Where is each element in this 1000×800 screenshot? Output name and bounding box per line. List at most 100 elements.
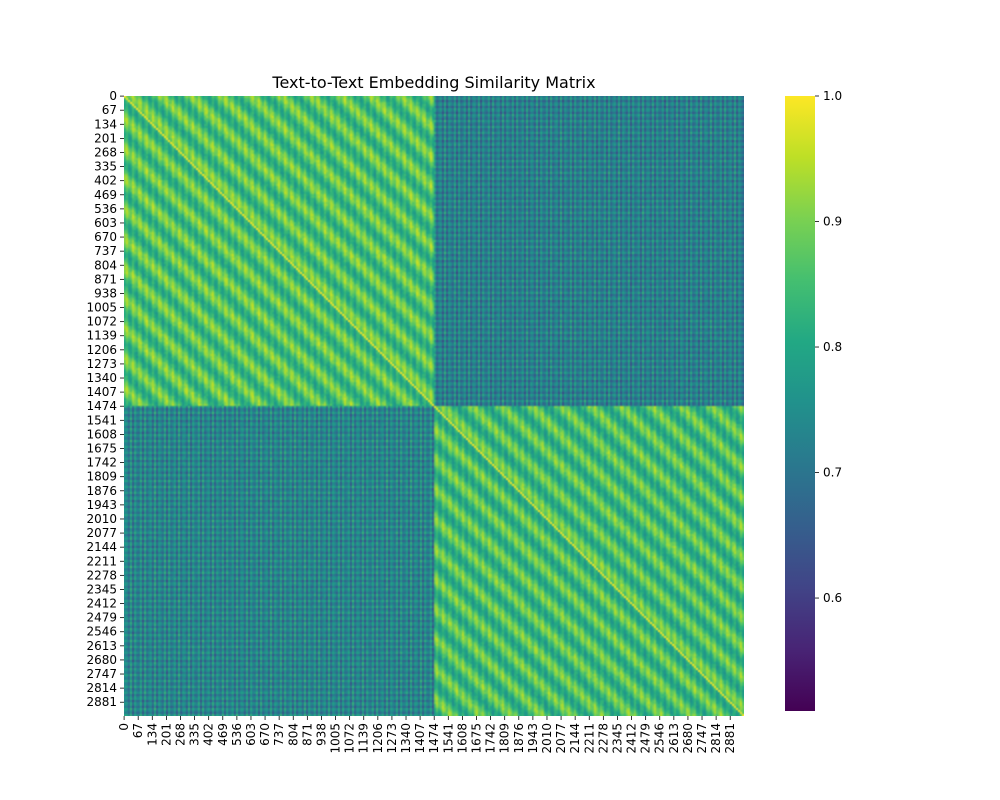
x-tick-label: 2881 (723, 723, 737, 754)
heatmap-image (124, 96, 744, 716)
y-tick-label: 2613 (86, 639, 117, 653)
y-tick-label: 2680 (86, 653, 117, 667)
x-tick-label: 2077 (554, 723, 568, 754)
y-tick-label: 1474 (86, 399, 117, 413)
y-tick-label: 2546 (86, 625, 117, 639)
x-tick-label: 1876 (512, 723, 526, 754)
heatmap-cells (124, 96, 744, 716)
x-tick-label: 737 (272, 723, 286, 746)
y-tick-label: 1675 (86, 441, 117, 455)
y-tick-label: 1206 (86, 343, 117, 357)
x-tick-label: 1742 (484, 723, 498, 754)
x-tick-label: 1206 (371, 723, 385, 754)
y-tick-label: 1273 (86, 357, 117, 371)
x-tick-label: 1407 (413, 723, 427, 754)
y-tick-label: 1608 (86, 427, 117, 441)
y-tick-label: 2479 (86, 611, 117, 625)
y-tick-label: 2881 (86, 695, 117, 709)
y-tick-label: 1876 (86, 484, 117, 498)
y-tick-label: 2814 (86, 681, 117, 695)
x-tick-label: 1809 (498, 723, 512, 754)
y-tick-label: 737 (94, 244, 117, 258)
y-tick-label: 804 (94, 258, 117, 272)
y-tick-label: 402 (94, 174, 117, 188)
x-tick-label: 2144 (568, 723, 582, 754)
y-tick-label: 1005 (86, 301, 117, 315)
x-tick-label: 1340 (399, 723, 413, 754)
y-tick-label: 469 (94, 188, 117, 202)
x-tick-label: 1474 (427, 723, 441, 754)
colorbar-tick-label: 0.9 (823, 215, 842, 229)
x-tick-label: 134 (145, 723, 159, 746)
x-tick-label: 1005 (329, 723, 343, 754)
x-axis-ticks: 0 67 134 201 268 335 402 469 536 603 670 737 804 871 9… (117, 716, 737, 754)
x-tick-label: 2010 (540, 723, 554, 754)
y-tick-label: 67 (102, 103, 117, 117)
colorbar-tick-label: 0.7 (823, 466, 842, 480)
y-tick-label: 335 (94, 160, 117, 174)
y-tick-label: 2211 (86, 554, 117, 568)
x-tick-label: 1675 (469, 723, 483, 754)
colorbar-tick-label: 0.6 (823, 591, 842, 605)
x-tick-label: 469 (216, 723, 230, 746)
colorbar-ticks: 0.6 0.7 0.8 0.9 1.0 (815, 89, 842, 605)
x-tick-label: 2211 (582, 723, 596, 754)
y-tick-label: 2278 (86, 568, 117, 582)
y-tick-label: 871 (94, 272, 117, 286)
y-tick-label: 2010 (86, 512, 117, 526)
colorbar (785, 96, 815, 711)
x-tick-label: 2345 (610, 723, 624, 754)
y-tick-label: 0 (109, 89, 117, 103)
y-tick-label: 1809 (86, 470, 117, 484)
x-tick-label: 1273 (385, 723, 399, 754)
x-tick-label: 0 (117, 723, 131, 731)
x-tick-label: 804 (286, 723, 300, 746)
x-tick-label: 2546 (653, 723, 667, 754)
x-tick-label: 2747 (695, 723, 709, 754)
y-tick-label: 2077 (86, 526, 117, 540)
x-tick-label: 871 (300, 723, 314, 746)
y-tick-label: 2747 (86, 667, 117, 681)
x-tick-label: 268 (173, 723, 187, 746)
x-tick-label: 2613 (667, 723, 681, 754)
x-tick-label: 536 (230, 723, 244, 746)
x-tick-label: 2412 (625, 723, 639, 754)
y-tick-label: 1407 (86, 385, 117, 399)
x-tick-label: 2278 (596, 723, 610, 754)
x-tick-label: 2814 (709, 723, 723, 754)
y-tick-label: 1072 (86, 315, 117, 329)
y-tick-label: 1742 (86, 456, 117, 470)
y-tick-label: 536 (94, 202, 117, 216)
x-tick-label: 603 (244, 723, 258, 746)
colorbar-tick-label: 1.0 (823, 89, 842, 103)
x-tick-label: 402 (202, 723, 216, 746)
y-tick-label: 2412 (86, 597, 117, 611)
x-tick-label: 67 (131, 723, 145, 738)
y-tick-label: 670 (94, 230, 117, 244)
x-tick-label: 938 (314, 723, 328, 746)
x-tick-label: 201 (159, 723, 173, 746)
x-tick-label: 1608 (455, 723, 469, 754)
colorbar-tick-label: 0.8 (823, 340, 842, 354)
x-tick-label: 1072 (343, 723, 357, 754)
x-tick-label: 2680 (681, 723, 695, 754)
y-tick-label: 2144 (86, 540, 117, 554)
y-tick-label: 1139 (86, 329, 117, 343)
y-tick-label: 2345 (86, 582, 117, 596)
x-tick-label: 2479 (639, 723, 653, 754)
y-tick-label: 1943 (86, 498, 117, 512)
x-tick-label: 670 (258, 723, 272, 746)
y-tick-label: 134 (94, 117, 117, 131)
y-tick-label: 1541 (86, 413, 117, 427)
y-tick-label: 938 (94, 286, 117, 300)
y-tick-label: 1340 (86, 371, 117, 385)
y-axis-ticks: 0671342012683354024695366036707378048719… (86, 89, 124, 709)
y-tick-label: 201 (94, 131, 117, 145)
y-tick-label: 603 (94, 216, 117, 230)
chart-title: Text-to-Text Embedding Similarity Matrix (271, 73, 595, 92)
x-tick-label: 335 (188, 723, 202, 746)
y-tick-label: 268 (94, 145, 117, 159)
x-tick-label: 1541 (441, 723, 455, 754)
x-tick-label: 1139 (357, 723, 371, 754)
